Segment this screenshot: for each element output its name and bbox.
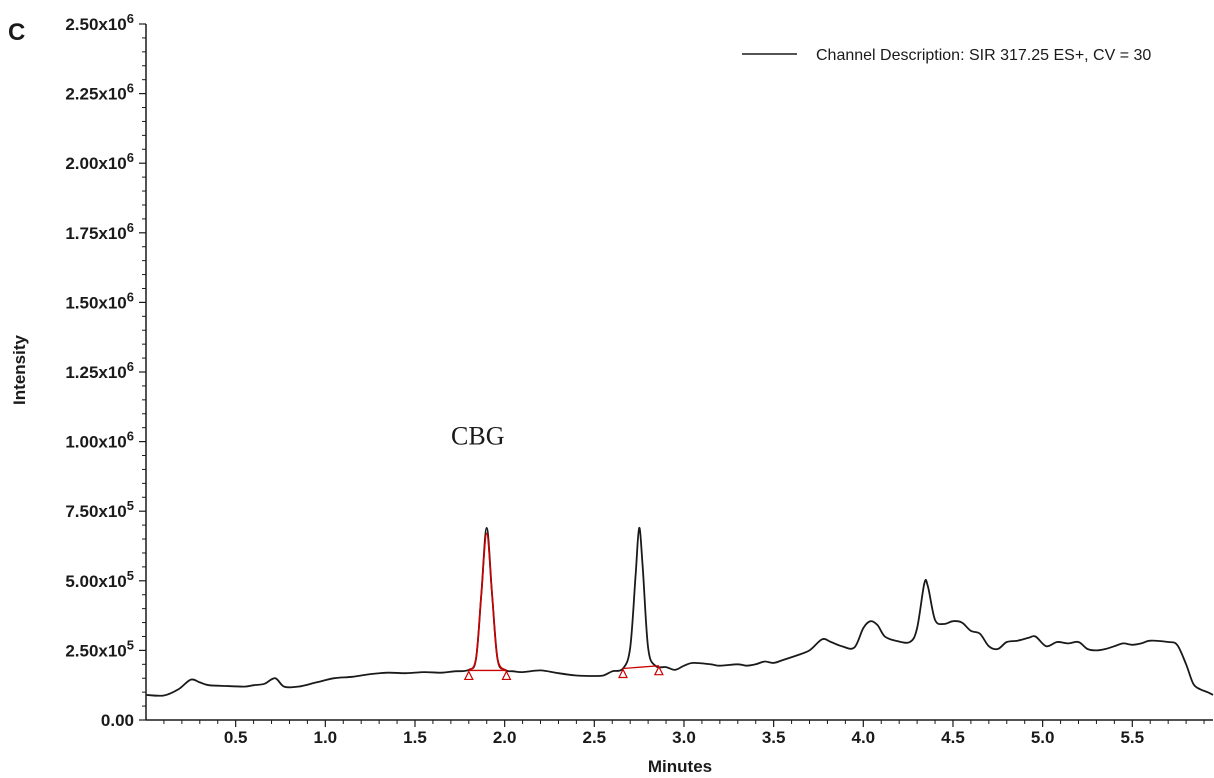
y-tick-label: 1.00x106 bbox=[65, 429, 134, 452]
y-tick-label: 1.25x106 bbox=[65, 359, 134, 382]
peak-annotation: CBG bbox=[451, 421, 504, 450]
series-layer bbox=[145, 526, 1214, 697]
integration-marker bbox=[463, 670, 474, 681]
chromatogram-trace bbox=[145, 526, 1214, 697]
y-tick-label: 7.50x105 bbox=[65, 498, 134, 521]
x-tick-label: 3.5 bbox=[762, 728, 786, 747]
panel-letter: C bbox=[8, 19, 25, 46]
x-tick-label: 4.5 bbox=[941, 728, 965, 747]
y-tick-label: 2.50x106 bbox=[65, 11, 134, 34]
axes bbox=[145, 24, 1213, 721]
x-tick-label: 2.5 bbox=[582, 728, 606, 747]
legend-label: Channel Description: SIR 317.25 ES+, CV … bbox=[816, 47, 1151, 64]
y-tick-label: 1.75x106 bbox=[65, 220, 134, 243]
integration-layer bbox=[463, 532, 664, 681]
y-tick-label: 5.00x105 bbox=[65, 568, 134, 591]
x-tick-label: 4.0 bbox=[851, 728, 875, 747]
integrated-peak-outline bbox=[468, 532, 508, 672]
integration-marker bbox=[653, 665, 664, 676]
y-tick-label: 2.25x106 bbox=[65, 81, 134, 104]
x-tick-label: 1.5 bbox=[403, 728, 427, 747]
tick-labels: 0.5 1.0 1.5 2.0 2.5 3.0 3.5 4.0 4.5 5.0 5.5 0.00 2.5… bbox=[65, 11, 1144, 747]
y-axis-title: Intensity bbox=[10, 335, 29, 405]
tick-marks bbox=[139, 23, 1205, 727]
integration-marker bbox=[618, 668, 628, 679]
x-axis-title: Minutes bbox=[648, 757, 712, 776]
x-tick-label: 1.0 bbox=[314, 728, 338, 747]
y-tick-label: 0.00 bbox=[101, 711, 134, 730]
y-tick-label: 2.50x105 bbox=[65, 637, 134, 660]
integration-marker bbox=[501, 670, 512, 681]
x-tick-label: 0.5 bbox=[224, 728, 248, 747]
annotation-layer: CBG bbox=[451, 421, 504, 450]
x-tick-label: 3.0 bbox=[672, 728, 696, 747]
x-tick-label: 5.0 bbox=[1031, 728, 1055, 747]
y-tick-label: 2.00x106 bbox=[65, 150, 134, 173]
legend: Channel Description: SIR 317.25 ES+, CV … bbox=[742, 47, 1151, 64]
y-tick-label: 1.50x106 bbox=[65, 289, 134, 312]
x-tick-label: 2.0 bbox=[493, 728, 517, 747]
x-tick-label: 5.5 bbox=[1120, 728, 1144, 747]
integration-baseline bbox=[622, 665, 659, 670]
